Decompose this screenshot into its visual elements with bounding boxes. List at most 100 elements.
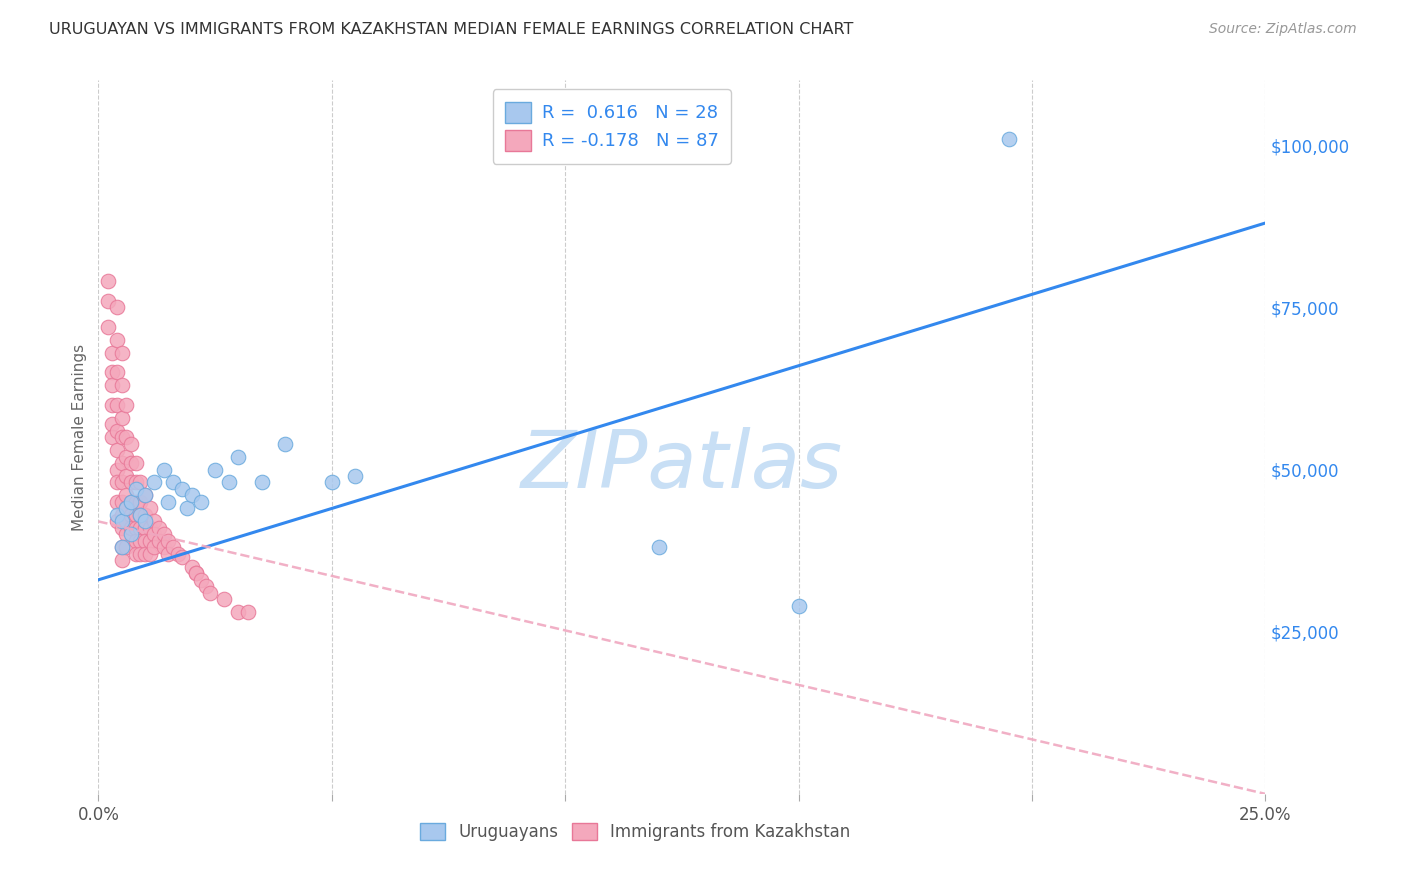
Point: [105, 475, 128, 490]
Point: [105, 398, 128, 412]
Point: [180, 488, 202, 502]
Point: [172, 482, 194, 496]
Point: [111, 553, 134, 567]
Point: [200, 586, 222, 600]
Point: [111, 475, 134, 490]
Point: [125, 475, 148, 490]
Point: [194, 579, 217, 593]
Point: [97, 319, 120, 334]
Point: [120, 436, 142, 450]
Legend: Uruguayans, Immigrants from Kazakhstan: Uruguayans, Immigrants from Kazakhstan: [412, 815, 859, 850]
Point: [218, 475, 240, 490]
Point: [143, 527, 166, 541]
Point: [105, 365, 128, 379]
Point: [115, 501, 138, 516]
Point: [172, 550, 194, 565]
Point: [321, 475, 343, 490]
Point: [647, 541, 669, 555]
Point: [111, 378, 134, 392]
Point: [120, 495, 142, 509]
Point: [101, 365, 124, 379]
Point: [214, 592, 236, 607]
Point: [139, 533, 162, 548]
Point: [157, 533, 180, 548]
Point: [134, 515, 156, 529]
Point: [134, 488, 156, 502]
Point: [139, 547, 162, 561]
Point: [139, 521, 162, 535]
Point: [186, 566, 208, 581]
Point: [101, 378, 124, 392]
Point: [162, 475, 184, 490]
Point: [105, 424, 128, 438]
Point: [111, 430, 134, 444]
Point: [120, 508, 142, 522]
Point: [111, 508, 134, 522]
Point: [129, 533, 152, 548]
Point: [120, 475, 142, 490]
Point: [101, 345, 124, 359]
Point: [129, 508, 152, 522]
Point: [115, 488, 138, 502]
Text: URUGUAYAN VS IMMIGRANTS FROM KAZAKHSTAN MEDIAN FEMALE EARNINGS CORRELATION CHART: URUGUAYAN VS IMMIGRANTS FROM KAZAKHSTAN …: [49, 22, 853, 37]
Point: [105, 508, 128, 522]
Point: [157, 495, 180, 509]
Point: [115, 541, 138, 555]
Point: [134, 508, 156, 522]
Point: [204, 462, 226, 476]
Point: [105, 495, 128, 509]
Point: [111, 345, 134, 359]
Point: [115, 469, 138, 483]
Point: [143, 515, 166, 529]
Point: [111, 515, 134, 529]
Point: [120, 456, 142, 470]
Point: [115, 501, 138, 516]
Point: [176, 501, 198, 516]
Point: [115, 450, 138, 464]
Point: [190, 495, 212, 509]
Point: [101, 398, 124, 412]
Point: [111, 541, 134, 555]
Point: [143, 475, 166, 490]
Point: [111, 410, 134, 425]
Point: [139, 501, 162, 516]
Point: [157, 547, 180, 561]
Point: [250, 475, 273, 490]
Point: [129, 495, 152, 509]
Point: [787, 599, 810, 613]
Point: [125, 482, 148, 496]
Point: [125, 547, 148, 561]
Point: [134, 533, 156, 548]
Point: [115, 398, 138, 412]
Point: [105, 515, 128, 529]
Point: [115, 527, 138, 541]
Point: [125, 533, 148, 548]
Point: [105, 443, 128, 458]
Text: ZIPatlas: ZIPatlas: [520, 426, 844, 505]
Point: [120, 521, 142, 535]
Point: [111, 521, 134, 535]
Text: Source: ZipAtlas.com: Source: ZipAtlas.com: [1209, 22, 1357, 37]
Point: [105, 333, 128, 347]
Point: [105, 301, 128, 315]
Point: [111, 456, 134, 470]
Point: [228, 450, 250, 464]
Point: [134, 547, 156, 561]
Point: [228, 605, 250, 619]
Point: [125, 521, 148, 535]
Point: [148, 533, 170, 548]
Point: [111, 495, 134, 509]
Point: [129, 508, 152, 522]
Point: [344, 469, 367, 483]
Point: [129, 547, 152, 561]
Point: [129, 475, 152, 490]
Point: [152, 541, 174, 555]
Point: [134, 521, 156, 535]
Point: [125, 456, 148, 470]
Point: [125, 508, 148, 522]
Point: [180, 559, 202, 574]
Point: [120, 495, 142, 509]
Point: [166, 547, 188, 561]
Point: [143, 541, 166, 555]
Point: [274, 436, 297, 450]
